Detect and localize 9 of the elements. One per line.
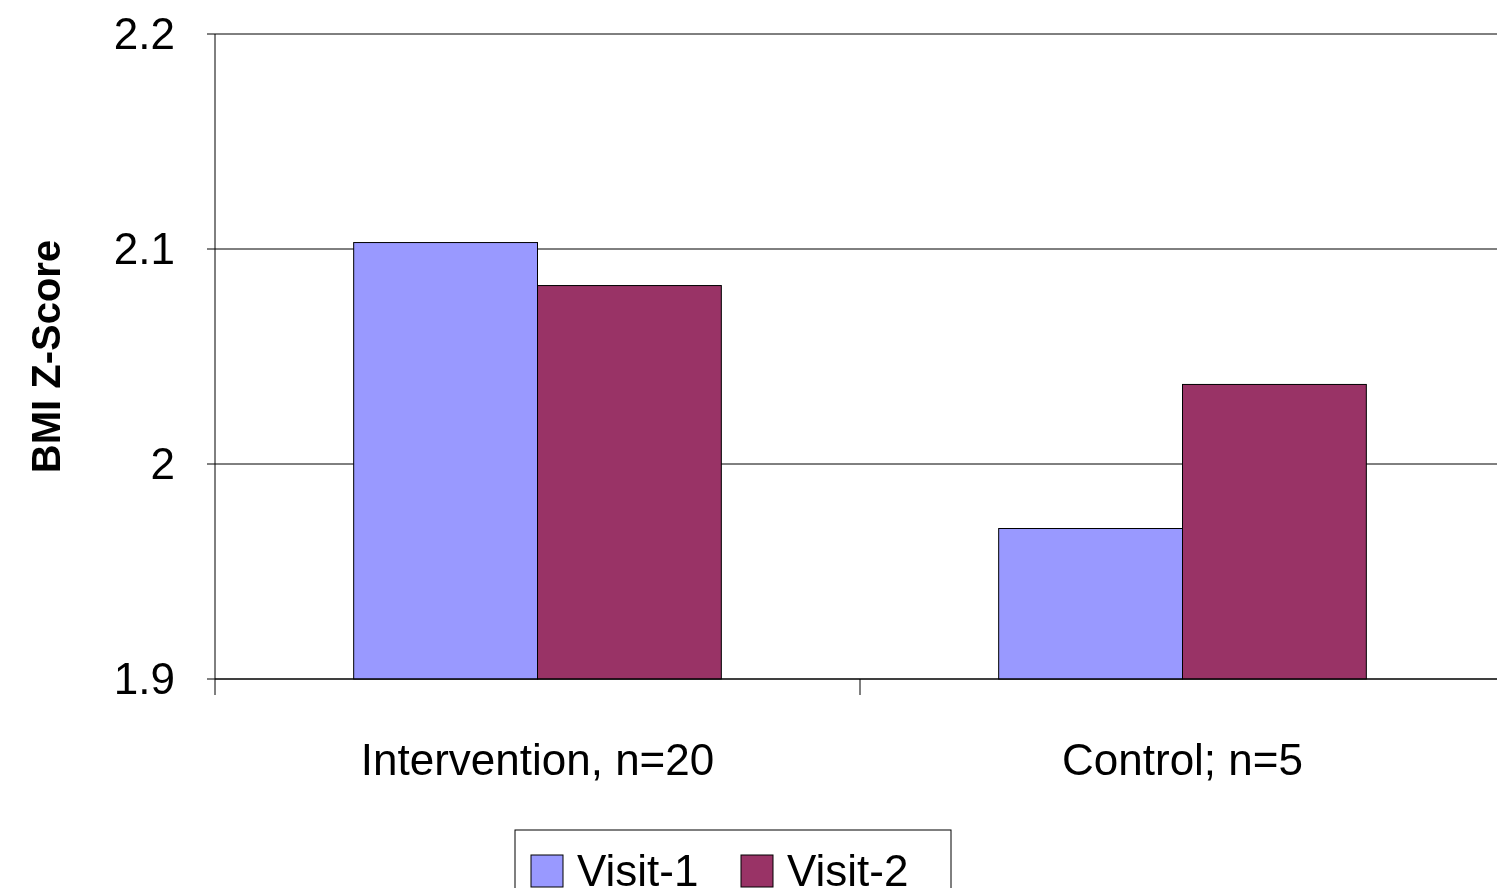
- x-tick-label: Intervention, n=20: [360, 735, 715, 784]
- y-axis-title: BMI Z-Score: [24, 239, 68, 474]
- legend-label: Visit-1: [577, 846, 699, 892]
- y-tick-label: 1.9: [113, 654, 175, 704]
- y-tick-label: 2: [150, 439, 175, 489]
- legend-label: Visit-2: [787, 846, 909, 892]
- y-tick-label: 2.1: [113, 224, 175, 274]
- x-tick-label: Control; n=5: [1062, 735, 1303, 784]
- y-tick-label: 2.2: [113, 9, 175, 59]
